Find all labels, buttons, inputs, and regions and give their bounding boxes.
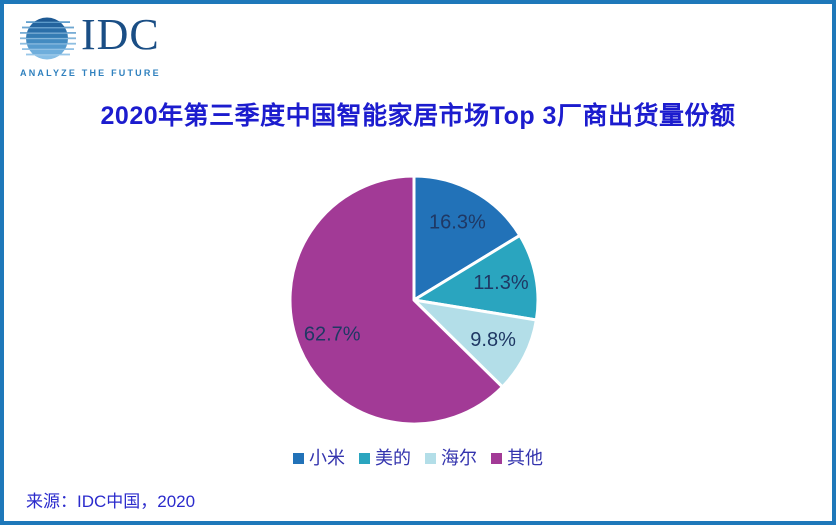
pie-data-label-3: 62.7%: [304, 323, 361, 345]
idc-logo-text: IDC: [81, 10, 160, 59]
idc-logo: IDC ANALYZE THE FUTURE: [20, 12, 161, 78]
legend-swatch-icon: [491, 452, 502, 464]
pie-data-label-0: 16.3%: [429, 212, 486, 234]
legend-item-2: 海尔: [425, 448, 477, 468]
legend-item-0: 小米: [293, 448, 345, 468]
pie-data-label-1: 11.3%: [473, 272, 528, 294]
pie-slice-1: [412, 233, 540, 322]
legend-label: 海尔: [441, 448, 477, 468]
legend-item-1: 美的: [359, 448, 411, 468]
idc-logo-tagline: ANALYZE THE FUTURE: [20, 68, 161, 78]
pie-slice-3: [288, 174, 504, 426]
legend-swatch-icon: [425, 452, 436, 464]
chart-legend: 小米 美的 海尔 其他: [4, 448, 832, 468]
chart-title: 2020年第三季度中国智能家居市场Top 3厂商出货量份额: [100, 102, 736, 130]
pie-data-label-2: 9.8%: [470, 329, 516, 351]
idc-globe-icon: [20, 17, 76, 60]
legend-swatch-icon: [293, 452, 304, 464]
legend-label: 美的: [375, 448, 411, 468]
source-note: 来源：IDC中国，2020: [26, 492, 196, 511]
legend-label: 小米: [309, 448, 345, 468]
legend-item-3: 其他: [491, 448, 543, 468]
legend-label: 其他: [507, 448, 543, 468]
legend-swatch-icon: [359, 452, 370, 464]
pie-chart: 16.3% 11.3% 9.8% 62.7%: [288, 174, 540, 426]
pie-slice-0: [412, 174, 522, 302]
